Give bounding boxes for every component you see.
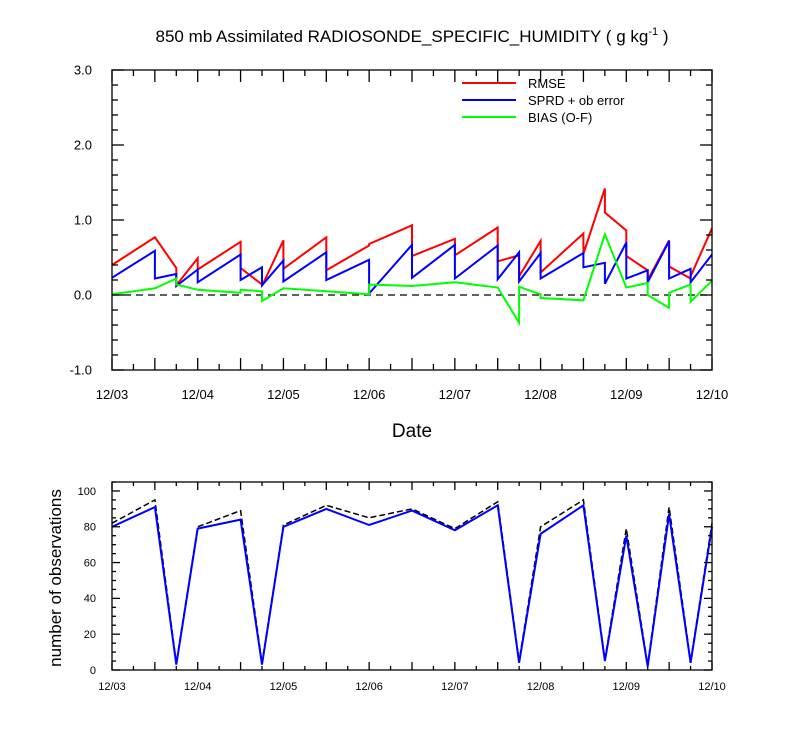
legend-label-1: SPRD + ob error [528, 93, 625, 108]
top-x-tick-label: 12/05 [267, 387, 300, 402]
bottom-y-tick-label: 0 [90, 665, 96, 677]
top-plot: 12/03 12/04 12/05 12/06 12/07 12/08 12/09 12/10… [70, 63, 729, 402]
top-x-tick-label: 12/07 [439, 387, 472, 402]
bottom-x-tick-label: 12/09 [613, 681, 641, 693]
top-x-tick-label: 12/06 [353, 387, 386, 402]
top-y-tick-label: -1.0 [70, 363, 92, 378]
bottom-y-tick-label: 20 [84, 629, 96, 641]
bottom-x-tick-label: 12/03 [98, 681, 126, 693]
top-y-tick-label: 1.0 [74, 213, 92, 228]
bottom-x-tick-label: 12/06 [355, 681, 383, 693]
bottom-series-assimilated-observations [111, 503, 713, 667]
bottom-x-tick-label: 12/05 [270, 681, 298, 693]
bottom-y-tick-label: 60 [84, 557, 96, 569]
bottom-x-tick-label: 12/10 [698, 681, 726, 693]
bottom-x-tick-label: 12/08 [527, 681, 555, 693]
top-series-sprd-ob-error [111, 240, 713, 297]
top-x-tick-label: 12/04 [181, 387, 214, 402]
bottom-x-tick-label: 12/07 [441, 681, 469, 693]
top-ticks-layer: 12/03 12/04 12/05 12/06 12/07 12/08 12/09 12/10… [70, 63, 729, 402]
bottom-x-tick-label: 12/04 [184, 681, 212, 693]
top-y-tick-label: 2.0 [74, 138, 92, 153]
legend-label-2: BIAS (O-F) [528, 110, 592, 125]
top-x-tick-label: 12/10 [696, 387, 729, 402]
bottom-series-layer [111, 498, 713, 667]
top-x-tick-label: 12/09 [610, 387, 643, 402]
top-x-tick-label: 12/03 [96, 387, 129, 402]
top-x-axis-label: Date [392, 421, 432, 442]
bottom-y-tick-label: 40 [84, 593, 96, 605]
top-legend: RMSE SPRD + ob error BIAS (O-F) [462, 76, 625, 125]
legend-label-0: RMSE [528, 76, 566, 91]
bottom-y-axis-label: number of observations [46, 489, 65, 667]
bottom-y-tick-label: 100 [78, 486, 96, 498]
top-series-layer [111, 188, 713, 327]
top-x-tick-label: 12/08 [524, 387, 557, 402]
bottom-y-tick-label: 80 [84, 522, 96, 534]
bottom-ticks-layer: 12/03 12/04 12/05 12/06 12/07 12/08 12/09 12/10… [78, 481, 726, 693]
top-series-bias-o-f [111, 231, 713, 327]
chart-title: 850 mb Assimilated RADIOSONDE_SPECIFIC_H… [156, 26, 669, 46]
top-y-tick-label: 3.0 [74, 63, 92, 78]
bottom-plot: 12/03 12/04 12/05 12/06 12/07 12/08 12/09 12/10… [78, 481, 726, 693]
top-y-tick-label: 0.0 [74, 288, 92, 303]
